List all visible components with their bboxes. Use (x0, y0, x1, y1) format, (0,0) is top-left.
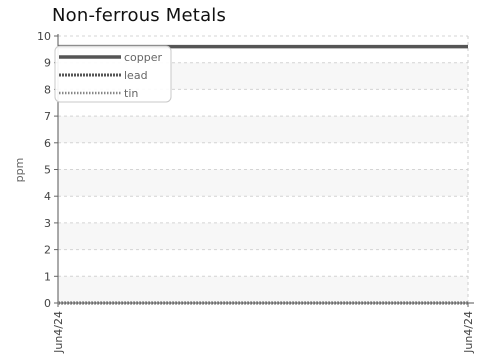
plot-band (58, 276, 468, 303)
plot-band (58, 169, 468, 197)
y-tick-label: 2 (44, 244, 51, 257)
y-tick-label: 1 (44, 270, 51, 283)
x-axis-ticks: Jun4/24 Jun4/24 (52, 303, 475, 354)
y-tick-label: 5 (44, 164, 51, 177)
legend-label-copper: copper (124, 51, 163, 64)
y-tick-label: 7 (44, 110, 51, 123)
y-tick-label: 0 (44, 297, 51, 310)
legend: copper lead tin (54, 45, 172, 103)
y-tick-label: 3 (44, 217, 51, 230)
y-tick-label: 9 (44, 57, 51, 70)
x-tick-label: Jun4/24 (52, 311, 65, 354)
y-tick-label: 4 (44, 190, 51, 203)
y-tick-label: 8 (44, 83, 51, 96)
y-axis-label: ppm (13, 158, 26, 183)
x-tick-label: Jun4/24 (462, 311, 475, 354)
legend-label-tin: tin (124, 87, 138, 100)
chart-title: Non-ferrous Metals (52, 5, 227, 26)
y-tick-label: 6 (44, 137, 51, 150)
plot-band (58, 116, 468, 143)
plot-band (58, 222, 468, 250)
legend-label-lead: lead (124, 69, 148, 82)
y-tick-label: 10 (37, 30, 51, 43)
